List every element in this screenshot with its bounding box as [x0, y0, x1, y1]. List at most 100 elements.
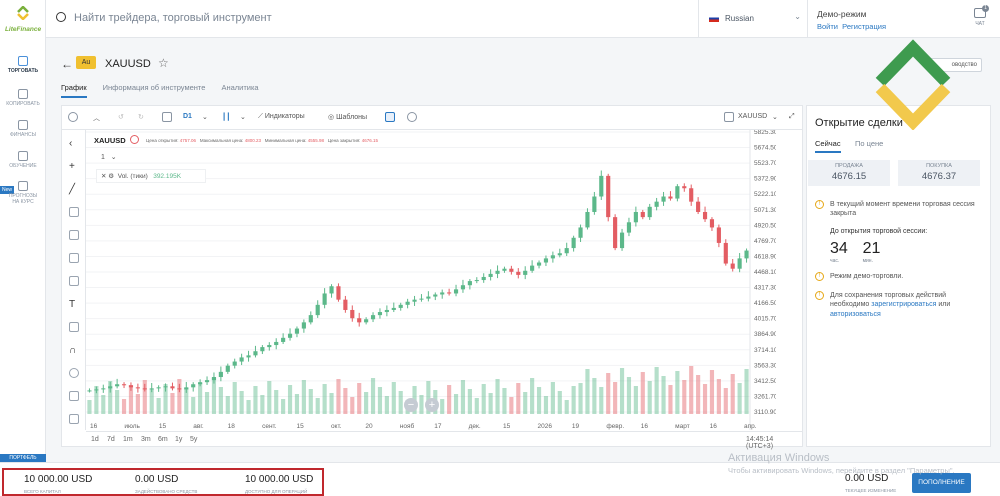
sell-price-box[interactable]: ПРОДАЖА 4676.15	[808, 160, 890, 186]
redo-icon[interactable]: ↻	[138, 114, 144, 121]
candle-body	[523, 270, 528, 275]
ray-icon[interactable]	[69, 207, 79, 217]
tab-chart[interactable]: График	[61, 83, 87, 98]
crosshair-icon[interactable]: +	[69, 161, 75, 172]
buy-price-box[interactable]: ПОКУПКА 4676.37	[898, 160, 980, 186]
candle-body	[135, 387, 140, 389]
search-input[interactable]: Найти трейдера, торговый инструмент	[56, 12, 272, 24]
chevron-down-icon[interactable]: ⌄	[772, 114, 778, 121]
volume-bar	[142, 380, 147, 414]
range-6m[interactable]: 6m	[158, 436, 168, 443]
range-1d[interactable]: 1d	[91, 436, 99, 443]
sidebar-item-copy[interactable]: КОПИРОВАТЬ	[0, 89, 46, 108]
fibonacci-icon[interactable]	[69, 276, 79, 286]
portfolio-toggle[interactable]: ПОРТФЕЛЬ	[0, 454, 46, 462]
range-5y[interactable]: 5y	[190, 436, 198, 443]
volume-bar	[357, 383, 362, 414]
tab-by-price[interactable]: По цене	[855, 139, 884, 148]
register-link[interactable]: зарегистрироваться	[871, 301, 937, 309]
tab-now[interactable]: Сейчас	[815, 139, 841, 153]
zoom-icon[interactable]	[69, 368, 79, 378]
volume-bar	[294, 394, 300, 414]
sidebar-item-label: ПРОГНОЗЫ НА КУРС	[8, 193, 38, 205]
graduation-icon	[18, 151, 28, 161]
candle-body	[281, 337, 286, 342]
volume-bar	[135, 394, 140, 414]
candle-body	[675, 186, 680, 199]
zoom-out-button[interactable]: −	[404, 398, 418, 412]
windows-activation-watermark: Активация Windows Чтобы активировать Wind…	[728, 452, 955, 475]
price-chart[interactable]: 5825.30 5674.50 5523.70 5372.90 5222.10 5071.…	[86, 129, 778, 430]
camera-icon[interactable]	[407, 112, 417, 122]
back-arrow-icon[interactable]: ←	[61, 57, 73, 71]
add-icon[interactable]	[162, 112, 172, 122]
range-1y[interactable]: 1y	[175, 436, 183, 443]
settings-gear-icon[interactable]	[68, 112, 78, 122]
templates-button[interactable]: ◎ Шаблоны	[328, 113, 367, 121]
trash-icon[interactable]	[69, 414, 79, 424]
bars-icon[interactable]	[385, 112, 395, 122]
pitchfork-icon[interactable]	[69, 253, 79, 263]
sidebar-item-forecasts[interactable]: ПРОГНОЗЫ НА КУРС	[0, 181, 46, 206]
y-tick-label: 3412.50	[754, 378, 776, 385]
tab-info[interactable]: Информация об инструменте	[102, 83, 206, 92]
magnet-icon[interactable]: ∩	[69, 345, 77, 356]
deposit-button[interactable]: ПОПОЛНЕНИЕ	[912, 473, 971, 493]
range-7d[interactable]: 7d	[107, 436, 115, 443]
legend-symbol: XAUUSD	[94, 136, 126, 145]
favorite-star-icon[interactable]: ☆	[158, 56, 169, 70]
candle-body	[606, 175, 611, 218]
volume-bar	[675, 371, 680, 414]
candle-body	[447, 292, 452, 294]
timeframe-select[interactable]: D1	[183, 113, 192, 120]
logo[interactable]: LiteFinance	[3, 6, 43, 36]
register-link[interactable]: Регистрация	[842, 22, 887, 31]
login-link[interactable]: Войти	[817, 22, 838, 31]
chat-button[interactable]: 1 ЧАТ	[966, 5, 994, 27]
candle-body	[426, 296, 431, 299]
y-tick-label: 3563.30	[754, 362, 776, 369]
trend-line-icon[interactable]: ╱	[69, 184, 76, 195]
indicators-button[interactable]: ⟋ Индикаторы	[258, 113, 305, 121]
volume-bar	[218, 387, 223, 414]
symbol-select[interactable]: XAUUSD	[738, 113, 768, 120]
range-3m[interactable]: 3m	[141, 436, 151, 443]
candle-body	[633, 211, 638, 223]
language-select[interactable]: Russian ⌄	[698, 0, 808, 38]
sidebar-item-trade[interactable]: ТОРГОВАТЬ	[0, 56, 46, 75]
login-link[interactable]: авторизоваться	[830, 310, 881, 318]
text-tool-icon[interactable]: T	[69, 299, 76, 310]
save-icon[interactable]	[724, 112, 734, 122]
tab-analytics[interactable]: Аналитика	[221, 83, 259, 92]
x-tick-label: 15	[159, 423, 167, 430]
volume-bar	[246, 400, 251, 414]
candle-body	[260, 347, 265, 352]
sidebar-item-education[interactable]: ОБУЧЕНИЕ	[0, 151, 46, 170]
y-tick-label: 3714.10	[754, 347, 776, 354]
zoom-in-button[interactable]: +	[425, 398, 439, 412]
range-1m[interactable]: 1m	[123, 436, 133, 443]
chevron-down-icon[interactable]: ⌄	[240, 114, 246, 121]
lock-icon[interactable]	[69, 391, 79, 401]
x-tick-label: 16	[90, 423, 98, 430]
chevron-down-icon[interactable]: ⌄	[202, 114, 208, 121]
minutes-value: 21	[862, 240, 881, 257]
top-bar: Найти трейдера, торговый инструмент Russ…	[46, 0, 1000, 38]
channel-icon[interactable]	[69, 230, 79, 240]
volume-bar	[523, 392, 528, 414]
sidebar-item-finance[interactable]: ФИНАНСЫ	[0, 120, 46, 139]
candle-body	[453, 289, 459, 294]
gear-icon[interactable]: ⚙	[108, 173, 115, 180]
fullscreen-icon[interactable]: ⤢	[789, 113, 795, 120]
candles-icon[interactable]: ┃┃	[222, 114, 231, 121]
multiplier-select[interactable]: 1 ⌄	[101, 154, 117, 161]
close-icon[interactable]: ✕	[101, 173, 107, 180]
undo-icon[interactable]: ↺	[118, 114, 124, 121]
search-icon	[56, 12, 66, 22]
x-tick-label: 20	[365, 423, 373, 430]
new-badge: New	[0, 186, 15, 194]
candle-body	[613, 217, 618, 249]
chevron-up-icon[interactable]: ︿	[93, 115, 100, 122]
measure-icon[interactable]	[69, 322, 79, 332]
arrow-left-icon[interactable]: ‹	[69, 138, 73, 149]
